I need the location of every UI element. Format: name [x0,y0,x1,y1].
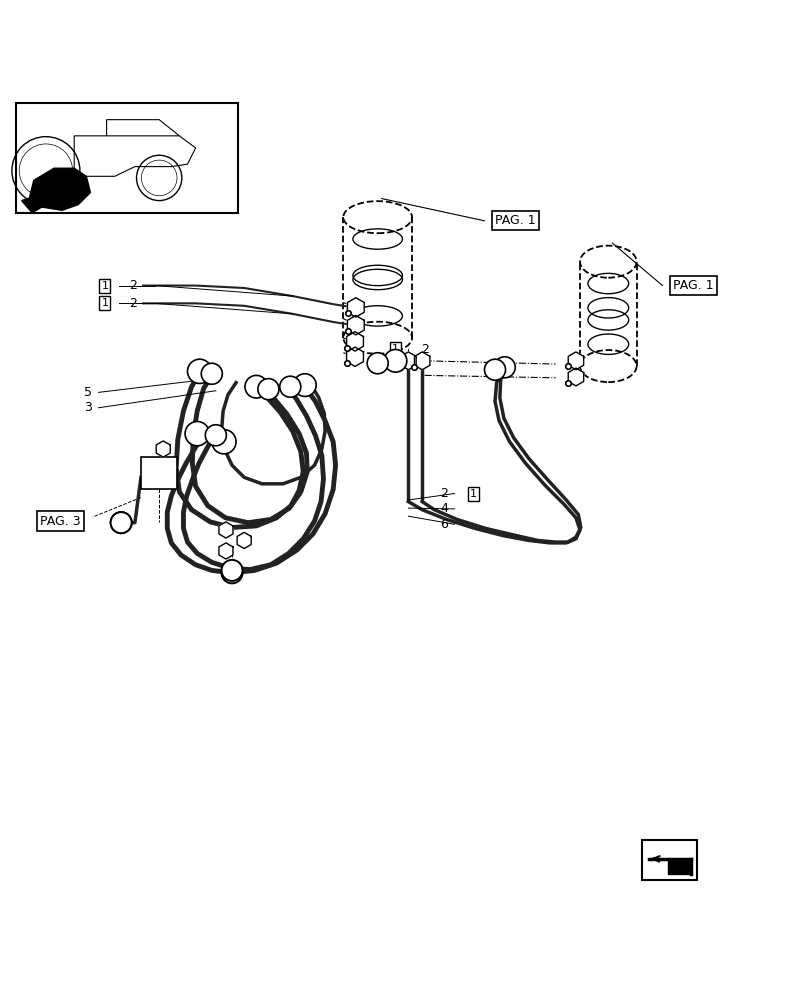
Polygon shape [30,168,90,210]
Circle shape [205,425,226,446]
Text: 6: 6 [440,518,448,531]
Circle shape [258,379,279,400]
Text: PAG. 1: PAG. 1 [672,279,713,292]
Text: 1: 1 [101,298,109,308]
Text: 1: 1 [469,489,476,499]
Circle shape [187,359,212,383]
FancyBboxPatch shape [141,457,177,489]
Circle shape [201,363,222,384]
Circle shape [280,376,300,397]
Polygon shape [667,859,690,874]
FancyBboxPatch shape [16,103,238,213]
Polygon shape [22,197,42,213]
FancyBboxPatch shape [642,840,697,880]
Text: 2: 2 [129,279,137,292]
Text: 5: 5 [84,386,92,399]
Polygon shape [346,332,363,351]
Polygon shape [400,352,415,370]
Circle shape [494,357,515,378]
Circle shape [110,512,131,533]
Circle shape [212,430,236,454]
Text: 2: 2 [440,487,448,500]
Circle shape [221,562,242,583]
Text: 2: 2 [129,297,137,310]
Text: PAG. 1: PAG. 1 [495,214,535,227]
Polygon shape [347,298,364,317]
Polygon shape [156,441,170,457]
Text: 3: 3 [84,401,92,414]
Polygon shape [346,347,363,366]
Polygon shape [219,522,233,538]
Polygon shape [568,352,583,370]
Circle shape [484,359,505,380]
Polygon shape [219,543,233,559]
Circle shape [221,560,242,581]
Circle shape [185,422,209,446]
Circle shape [384,349,406,372]
Text: PAG. 3: PAG. 3 [40,515,80,528]
Polygon shape [347,315,364,335]
Circle shape [110,512,131,533]
Circle shape [367,353,388,374]
Text: 1: 1 [101,281,109,291]
Text: 1: 1 [392,344,398,354]
Text: 4: 4 [440,502,448,515]
Text: 2: 2 [420,343,428,356]
Polygon shape [568,368,583,386]
Circle shape [293,374,315,396]
Circle shape [245,375,268,398]
Polygon shape [414,352,429,370]
Polygon shape [237,532,251,549]
